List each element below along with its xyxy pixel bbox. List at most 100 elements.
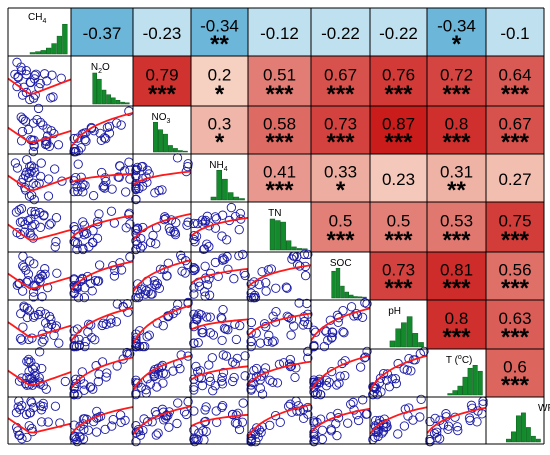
scatter-point <box>131 178 141 189</box>
significance-stars: *** <box>501 227 530 254</box>
scatter-point <box>30 206 40 217</box>
scatter-point <box>192 218 203 229</box>
corr-cell-bg <box>191 106 248 154</box>
scatter-point <box>222 235 232 245</box>
fit-line <box>247 403 312 437</box>
scatter-point <box>309 416 319 426</box>
histogram-bar <box>331 270 336 299</box>
corr-value: 0.5 <box>329 211 353 230</box>
scatter-point <box>230 418 241 428</box>
scatter-point <box>303 402 313 413</box>
scatter-point <box>73 159 83 169</box>
scatter-point <box>96 135 107 145</box>
scatter-point <box>257 389 268 399</box>
scatter-point <box>114 172 124 183</box>
scatter-point <box>131 436 141 447</box>
fit-line <box>70 214 134 240</box>
scatter-point <box>106 206 117 216</box>
scatter-cell <box>309 346 372 400</box>
scatter-point <box>83 327 93 337</box>
scatter-cell <box>7 103 72 157</box>
scatter-point <box>36 405 47 415</box>
scatter-point <box>393 429 403 439</box>
scatter-point <box>335 371 345 381</box>
fit-line <box>7 369 72 386</box>
scatter-point <box>10 69 20 79</box>
scatter-point <box>326 424 336 434</box>
histogram-bar <box>222 178 228 201</box>
scatter-point <box>265 420 275 430</box>
scatter-point <box>189 433 199 444</box>
scatter-point <box>355 362 366 372</box>
scatter-point <box>217 314 227 324</box>
histogram-bar <box>395 328 401 348</box>
histogram-bar <box>357 296 363 299</box>
corr-cell: 0.8*** <box>427 300 486 351</box>
scatter-point <box>72 281 82 291</box>
scatter-point <box>175 364 185 374</box>
scatter-point <box>28 312 39 322</box>
scatter-point <box>292 259 303 270</box>
fit-line <box>310 354 371 392</box>
scatter-point <box>254 279 264 290</box>
scatter-point <box>357 312 368 322</box>
scatter-point <box>346 399 356 409</box>
significance-stars: *** <box>501 275 530 302</box>
scatter-point <box>408 355 419 365</box>
scatter-point <box>233 408 243 418</box>
scatter-point <box>21 69 31 80</box>
scatter-point <box>221 324 231 334</box>
corr-cell-bg <box>311 56 370 106</box>
corr-cell-bg <box>71 8 133 56</box>
scatter-point <box>326 366 337 377</box>
scatter-point <box>235 321 245 331</box>
scatter-point <box>37 363 47 374</box>
scatter-point <box>349 311 359 321</box>
corr-cell-bg <box>427 106 486 154</box>
scatter-point <box>204 290 215 300</box>
scatter-point <box>51 237 61 247</box>
scatter-point <box>246 436 256 447</box>
corr-cell: 0.67*** <box>486 106 544 156</box>
significance-stars: *** <box>265 129 294 156</box>
label-suffix: C) <box>462 355 473 366</box>
scatter-point <box>309 436 319 447</box>
fit-line <box>70 306 134 342</box>
corr-cell: 0.73*** <box>311 106 370 156</box>
scatter-point <box>246 336 256 347</box>
histogram-bar <box>106 94 111 105</box>
corr-value: 0.31 <box>440 163 473 182</box>
scatter-point <box>452 422 462 432</box>
diagonal-cell: CH4 <box>28 12 68 55</box>
scatter-point <box>432 427 442 437</box>
scatter-point <box>33 103 44 114</box>
scatter-point <box>133 223 143 233</box>
fit-line <box>132 170 192 186</box>
scatter-point <box>80 135 90 145</box>
scatter-cell <box>7 204 72 252</box>
scatter-point <box>289 321 299 331</box>
corr-value: 0.3 <box>208 115 232 134</box>
scatter-point <box>255 338 266 348</box>
corr-cell: 0.6*** <box>486 349 544 399</box>
scatter-point <box>151 280 161 290</box>
histogram-bar <box>296 248 303 251</box>
scatter-point <box>137 241 148 251</box>
scatter-point <box>98 318 108 328</box>
scatter-cell <box>425 396 488 447</box>
scatter-point <box>313 376 323 387</box>
scatter-point <box>164 422 174 432</box>
scatter-point <box>246 327 256 338</box>
scatter-point <box>157 360 168 371</box>
scatter-cell <box>246 346 313 399</box>
scatter-point <box>240 351 250 361</box>
label-superscript: o <box>458 354 462 361</box>
scatter-point <box>270 410 281 421</box>
scatter-point <box>189 234 199 245</box>
histogram-bar <box>269 218 276 251</box>
histogram-bar <box>467 367 473 396</box>
scatter-point <box>194 309 204 319</box>
corr-value: 0.5 <box>387 211 411 230</box>
corr-cell: 0.8*** <box>427 106 486 156</box>
histogram-bar <box>472 364 478 396</box>
